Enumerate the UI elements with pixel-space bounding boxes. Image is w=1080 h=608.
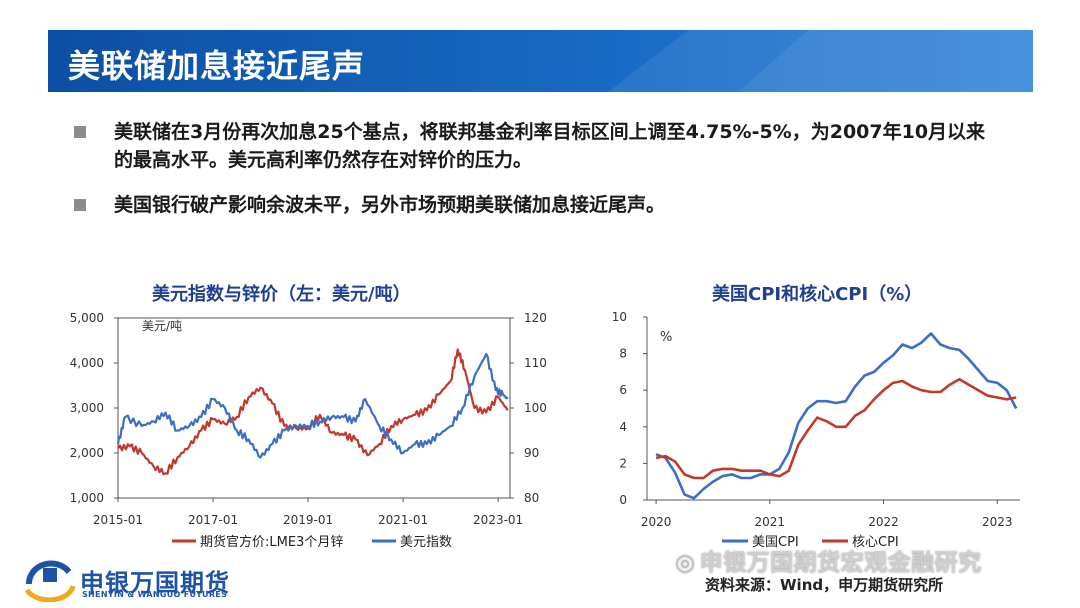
x-tick-label: 2017-01: [188, 513, 238, 527]
x-tick-label: 2023: [982, 515, 1013, 529]
banner-decoration: [608, 30, 1033, 92]
bullet-text: 美国银行破产影响余波未平，另外市场预期美联储加息接近尾声。: [114, 194, 666, 216]
bullet-2: 美国银行破产影响余波未平，另外市场预期美联储加息接近尾声。: [74, 191, 994, 219]
x-tick-label: 2022: [868, 515, 899, 529]
left-y-tick: 5,000: [70, 311, 104, 325]
watermark-text: 申银万国期货宏观金融研究: [699, 550, 982, 576]
x-tick-label: 2020: [641, 515, 672, 529]
y-tick-label: 10: [612, 310, 627, 324]
title-banner: 美联储加息接近尾声: [48, 30, 1033, 92]
right-chart-title: 美国CPI和核心CPI（%）: [712, 284, 923, 305]
dollar-zinc-chart: 美元/吨 1,000 2,000 3,000 4,000 5,000 80 90 100 110…: [70, 311, 547, 550]
left-y-tick: 4,000: [70, 356, 104, 370]
source-note: 资料来源：Wind，申万期货研究所: [705, 576, 944, 594]
x-tick-label: 2023-01: [473, 513, 523, 527]
right-y-tick: 100: [524, 401, 547, 415]
legend-label: 核心CPI: [852, 535, 899, 550]
company-logo: [25, 560, 76, 602]
y-tick-label: 8: [619, 347, 627, 361]
legend-label: 美元指数: [400, 535, 452, 550]
wechat-icon: ◎: [675, 550, 696, 576]
bullet-square-icon: [74, 126, 86, 138]
cpi-chart: % 0 2 4 6 8 10 2020 2021 2022 2023 美国CPI 核心CPI: [612, 310, 1020, 550]
bullet-1: 美联储在3月份再次加息25个基点，将联邦基金利率目标区间上调至4.75%-5%，…: [74, 118, 994, 174]
y-tick-label: 2: [619, 456, 627, 470]
bullet-square-icon: [74, 199, 86, 211]
page-title: 美联储加息接近尾声: [68, 47, 366, 85]
right-y-tick: 120: [524, 311, 547, 325]
x-tick-label: 2015-01: [93, 513, 143, 527]
left-y-tick: 1,000: [70, 491, 104, 505]
left-plot-frame: [117, 317, 511, 499]
x-tick-label: 2021: [755, 515, 786, 529]
right-y-tick: 80: [524, 491, 539, 505]
y-tick-label: 6: [619, 383, 627, 397]
series-line-dollar-index: [116, 352, 509, 459]
left-unit-label: 美元/吨: [142, 319, 182, 333]
y-tick-label: 4: [619, 420, 627, 434]
series-line-zinc-price: [117, 348, 509, 476]
right-unit-label: %: [660, 330, 672, 345]
legend-label: 期货官方价:LME3个月锌: [200, 534, 343, 550]
left-chart-title: 美元指数与锌价（左：美元/吨）: [152, 284, 411, 305]
legend-label: 美国CPI: [752, 535, 799, 550]
company-name-en: SHENYIN & WANGUO FUTURES: [82, 590, 228, 599]
watermark: ◎ 申银万国期货宏观金融研究: [675, 543, 982, 577]
right-y-tick: 110: [524, 356, 547, 370]
x-tick-label: 2019-01: [283, 513, 333, 527]
left-y-tick: 2,000: [70, 446, 104, 460]
left-y-tick: 3,000: [70, 401, 104, 415]
series-line-core-cpi: [655, 377, 1017, 480]
series-line-cpi: [655, 332, 1018, 500]
x-tick-label: 2021-01: [378, 513, 428, 527]
right-y-tick: 90: [524, 446, 539, 460]
y-tick-label: 0: [619, 493, 627, 507]
bullet-text: 美联储在3月份再次加息25个基点，将联邦基金利率目标区间上调至4.75%-5%，…: [114, 121, 986, 171]
company-name: 申银万国期货: [80, 569, 230, 597]
